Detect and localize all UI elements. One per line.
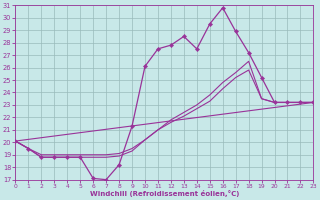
X-axis label: Windchill (Refroidissement éolien,°C): Windchill (Refroidissement éolien,°C) bbox=[90, 190, 239, 197]
